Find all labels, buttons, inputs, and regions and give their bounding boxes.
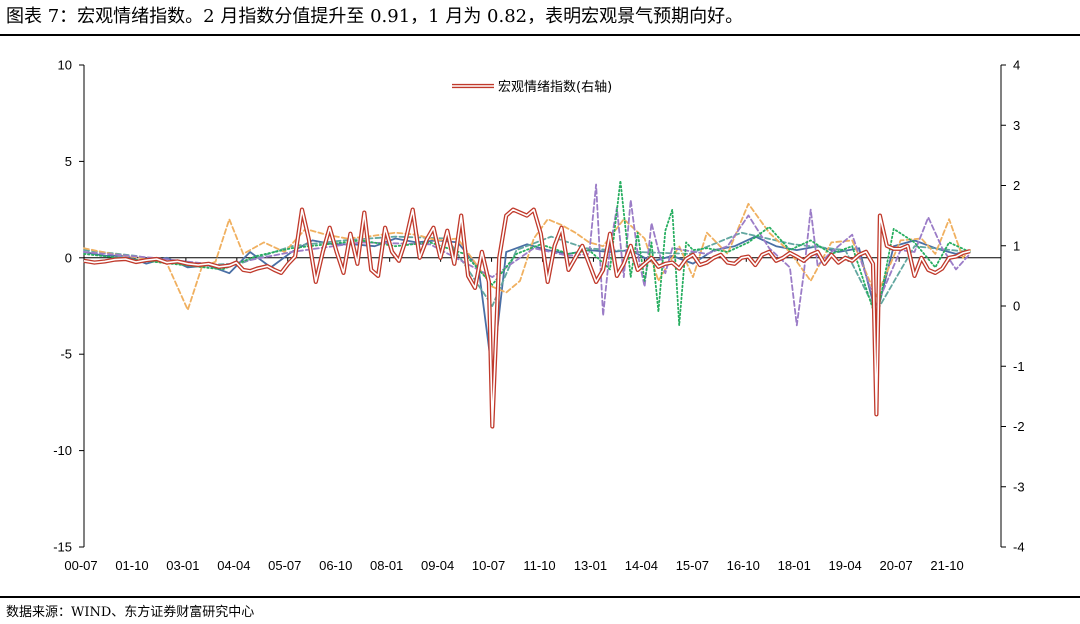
right-tick-label: 2 [1013, 178, 1020, 193]
component-series-purple [83, 183, 971, 327]
x-tick-label: 15-07 [676, 558, 709, 573]
component-series-orange [83, 202, 971, 311]
left-tick-label: 0 [65, 250, 72, 265]
right-y-axis: 4 3 2 1 0 -1 -2 -3 -4 [1000, 58, 1025, 555]
component-series-blue [83, 235, 971, 375]
x-tick-label: 10-07 [472, 558, 505, 573]
left-tick-label: -5 [60, 347, 72, 362]
left-tick-label: -15 [53, 540, 72, 555]
x-tick-label: 19-04 [829, 558, 862, 573]
right-tick-label: 1 [1013, 238, 1020, 253]
x-tick-label: 20-07 [879, 558, 912, 573]
legend-label: 宏观情绪指数(右轴) [498, 80, 612, 95]
left-tick-label: 5 [65, 154, 72, 169]
right-tick-label: 3 [1013, 118, 1020, 133]
series-layer [83, 179, 971, 429]
component-series-teal [83, 231, 971, 313]
x-tick-label: 09-04 [421, 558, 454, 573]
page-title: 图表 7：宏观情绪指数。2 月指数分值提升至 0.91，1 月为 0.82，表明… [6, 6, 744, 27]
right-tick-label: 0 [1013, 299, 1020, 314]
x-tick-label: 08-01 [370, 558, 403, 573]
x-tick-label: 11-10 [523, 558, 555, 573]
source-note: 数据来源：WIND、东方证券财富研究中心 [6, 605, 255, 620]
right-tick-label: -4 [1013, 540, 1025, 555]
x-tick-label: 13-01 [574, 558, 607, 573]
right-tick-label: -1 [1013, 359, 1025, 374]
right-tick-label: 4 [1013, 58, 1020, 73]
left-tick-label: -10 [53, 443, 72, 458]
x-tick-label: 16-10 [727, 558, 760, 573]
macro-sentiment-series-inner [83, 208, 971, 428]
x-tick-label: 03-01 [166, 558, 199, 573]
x-tick-label: 05-07 [268, 558, 301, 573]
right-tick-label: -3 [1013, 479, 1025, 494]
right-tick-label: -2 [1013, 419, 1025, 434]
x-tick-label: 06-10 [319, 558, 352, 573]
left-tick-label: 10 [58, 58, 72, 73]
legend: 宏观情绪指数(右轴) [452, 80, 612, 95]
x-tick-label: 04-04 [217, 558, 250, 573]
footer-rule [0, 596, 1080, 598]
left-y-axis: 10 5 0 -5 -10 -15 [53, 58, 85, 555]
x-tick-label: 00-07 [64, 558, 97, 573]
x-tick-label: 01-10 [115, 558, 148, 573]
x-tick-label: 14-04 [625, 558, 658, 573]
x-axis: 00-07 01-10 03-01 04-04 05-07 06-10 08-01 09-04… [64, 257, 1002, 573]
x-tick-label: 21-10 [930, 558, 963, 573]
title-rule [0, 34, 1080, 36]
x-tick-label: 18-01 [778, 558, 811, 573]
